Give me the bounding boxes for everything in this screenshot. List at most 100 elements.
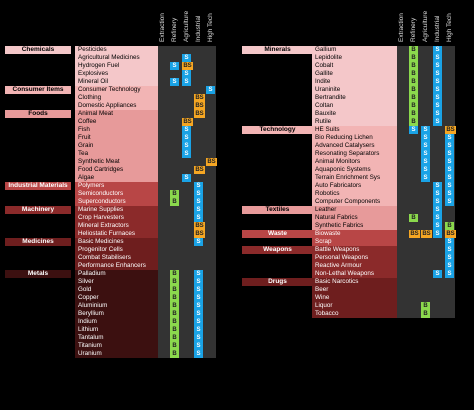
left-cell-s: S (194, 286, 203, 294)
right-row-band (312, 294, 397, 302)
left-row-band (75, 126, 158, 134)
left-row-band (75, 142, 158, 150)
left-category-label: Medicines (5, 238, 71, 246)
left-row-band (75, 326, 158, 334)
right-item-label: Bio Reducing Lichen (315, 134, 373, 141)
left-item-label: Copper (78, 294, 99, 301)
left-item-label: Hydrogen Fuel (78, 62, 120, 69)
right-item-label: Animal Monitors (315, 158, 361, 165)
right-category-label: Technology (242, 126, 313, 134)
left-row-band (75, 190, 158, 198)
right-column-header: Agriculture (422, 2, 432, 44)
right-row-band (312, 174, 397, 182)
left-item-label: Animal Meat (78, 110, 113, 117)
left-cell-bs: BS (194, 94, 205, 102)
left-cell-s: S (182, 78, 191, 86)
left-cell-s: S (206, 86, 215, 94)
left-item-label: Semiconductors (78, 190, 124, 197)
left-item-label: Palladium (78, 270, 106, 277)
right-item-label: HE Suits (315, 126, 340, 133)
left-item-label: Coffee (78, 118, 97, 125)
left-row-band (75, 62, 158, 70)
left-item-label: Silver (78, 278, 94, 285)
right-column-header: Industrial (434, 2, 444, 44)
right-row-band (312, 190, 397, 198)
left-category-label: Machinery (5, 206, 71, 214)
right-category-label: Textiles (242, 206, 313, 214)
right-column-header-label: Agriculture (422, 10, 429, 42)
left-row-band (75, 174, 158, 182)
right-row-band (312, 46, 397, 54)
right-row-band (312, 78, 397, 86)
right-row-band (312, 150, 397, 158)
left-item-label: Consumer Technology (78, 86, 141, 93)
left-item-label: Clothing (78, 94, 102, 101)
right-cell-s: S (433, 70, 442, 78)
right-row-band (312, 86, 397, 94)
right-row-band (312, 262, 397, 270)
left-grid (158, 46, 216, 358)
right-cell-bs: BS (421, 230, 432, 238)
right-item-label: Terrain Enrichment Sys (315, 174, 381, 181)
left-row-band (75, 302, 158, 310)
right-item-label: Battle Weapons (315, 246, 360, 253)
left-cell-s: S (170, 78, 179, 86)
right-item-label: Wine (315, 294, 330, 301)
left-item-label: Progenitor Cells (78, 246, 123, 253)
left-cell-b: B (170, 334, 179, 342)
right-row-band (312, 142, 397, 150)
right-cell-s: S (445, 158, 454, 166)
left-column-header-label: Industrial (195, 15, 202, 42)
left-row-band (75, 54, 158, 62)
left-item-label: Grain (78, 142, 94, 149)
left-row-band (75, 118, 158, 126)
right-cell-s: S (433, 94, 442, 102)
left-item-label: Fish (78, 126, 90, 133)
right-row-band (312, 70, 397, 78)
left-cell-bs: BS (182, 62, 193, 70)
right-cell-s: S (421, 166, 430, 174)
left-row-band (75, 182, 158, 190)
left-cell-bs: BS (182, 118, 193, 126)
right-row-band (312, 286, 397, 294)
right-cell-s: S (433, 222, 442, 230)
left-cell-s: S (194, 350, 203, 358)
left-cell-s: S (194, 318, 203, 326)
left-row-band (75, 150, 158, 158)
left-row-band (75, 278, 158, 286)
left-cell-bs: BS (194, 230, 205, 238)
right-item-label: Biowaste (315, 230, 341, 237)
right-cell-s: S (445, 190, 454, 198)
left-row-band (75, 158, 158, 166)
left-cell-bs: BS (194, 102, 205, 110)
left-row-band (75, 102, 158, 110)
right-row-band (312, 222, 397, 230)
left-item-label: Superconductors (78, 198, 126, 205)
right-column-header-label: Refinery (410, 17, 417, 42)
right-column-header: Refinery (410, 2, 420, 44)
left-cell-s: S (194, 342, 203, 350)
left-column-header: High Tech (207, 2, 217, 44)
left-cell-s: S (182, 142, 191, 150)
left-cell-s: S (194, 270, 203, 278)
left-category-label: Chemicals (5, 46, 71, 54)
right-cell-s: S (433, 190, 442, 198)
right-item-label: Auto Fabricators (315, 182, 362, 189)
right-cell-b: B (409, 94, 418, 102)
left-item-label: Food Cartridges (78, 166, 124, 173)
right-cell-s: S (433, 86, 442, 94)
left-column-header-label: Agriculture (183, 10, 190, 42)
right-item-label: Natural Fabrics (315, 214, 358, 221)
left-item-label: Crop Harvesters (78, 214, 124, 221)
right-category-label: Minerals (242, 46, 313, 54)
right-column-header-label: High Tech (446, 13, 453, 42)
right-row-band (312, 158, 397, 166)
right-row-band (312, 62, 397, 70)
left-cell-s: S (194, 310, 203, 318)
right-item-label: Advanced Catalysers (315, 142, 375, 149)
right-item-label: Gallite (315, 70, 333, 77)
left-item-label: Agricultural Medicines (78, 54, 140, 61)
left-cell-bs: BS (206, 158, 217, 166)
left-column-header-label: High Tech (207, 13, 214, 42)
right-row-band (312, 198, 397, 206)
